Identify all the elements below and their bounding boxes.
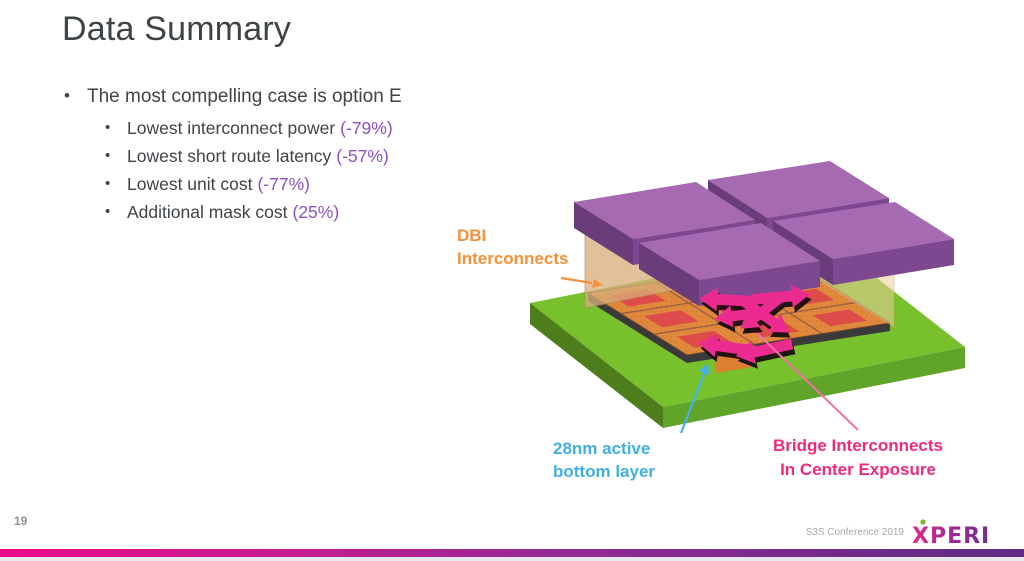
- sub-bullet-text: Lowest unit cost: [127, 174, 253, 194]
- sub-bullet-text: Lowest interconnect power: [127, 118, 336, 138]
- xperi-logo: XPERI: [912, 519, 990, 548]
- bridge-label-line2: In Center Exposure: [780, 460, 936, 479]
- bottom-layer-label: 28nm active bottom layer: [553, 437, 655, 483]
- dbi-label-line1: DBI: [457, 226, 487, 245]
- dbi-interconnects-label: DBI Interconnects: [457, 224, 568, 270]
- bridge-leader-line: [757, 333, 859, 431]
- page-title: Data Summary: [62, 10, 292, 48]
- sub-bullet-value: (-77%): [257, 174, 310, 194]
- sub-bullet-value: (-57%): [336, 146, 389, 166]
- sub-bullet-list: • Lowest interconnect power (-79%) • Low…: [105, 114, 393, 226]
- main-bullet-text: The most compelling case is option E: [87, 86, 402, 107]
- bullet-marker: •: [64, 86, 70, 105]
- brand-gradient-bar: [0, 549, 1024, 557]
- bridge-label-line1: Bridge Interconnects: [772, 436, 944, 455]
- chip-stack-diagram: [530, 161, 965, 434]
- sub-bullet-text: Additional mask cost: [127, 202, 288, 222]
- list-item: • Lowest short route latency (-57%): [105, 142, 393, 170]
- list-item: • Additional mask cost (25%): [105, 198, 393, 226]
- bullet-marker: •: [105, 119, 111, 136]
- sub-bullet-text: Lowest short route latency: [127, 146, 332, 166]
- main-bullet: • The most compelling case is option E: [64, 86, 402, 108]
- sub-bullet-value: (-79%): [340, 118, 393, 138]
- bullet-marker: •: [105, 175, 111, 192]
- list-item: • Lowest interconnect power (-79%): [105, 114, 393, 142]
- bridge-interconnects-label: Bridge Interconnects In Center Exposure: [758, 434, 958, 482]
- bottom-label-line1: 28nm active: [553, 439, 651, 458]
- bottom-label-line2: bottom layer: [553, 462, 656, 481]
- bullet-marker: •: [105, 147, 111, 164]
- list-item: • Lowest unit cost (-77%): [105, 170, 393, 198]
- bullet-marker: •: [105, 203, 111, 220]
- dbi-label-line2: Interconnects: [457, 249, 569, 268]
- logo-green-dot: [920, 519, 926, 525]
- conference-name: S3S Conference 2019: [805, 527, 904, 538]
- dbi-leader-arrow: [560, 276, 603, 288]
- bottom-layer-leader-arrow: [679, 363, 709, 434]
- logo-text: XPERI: [912, 524, 990, 548]
- page-number: 19: [14, 514, 28, 528]
- bottom-edge-strip: [0, 557, 1024, 561]
- sub-bullet-value: (25%): [292, 202, 340, 222]
